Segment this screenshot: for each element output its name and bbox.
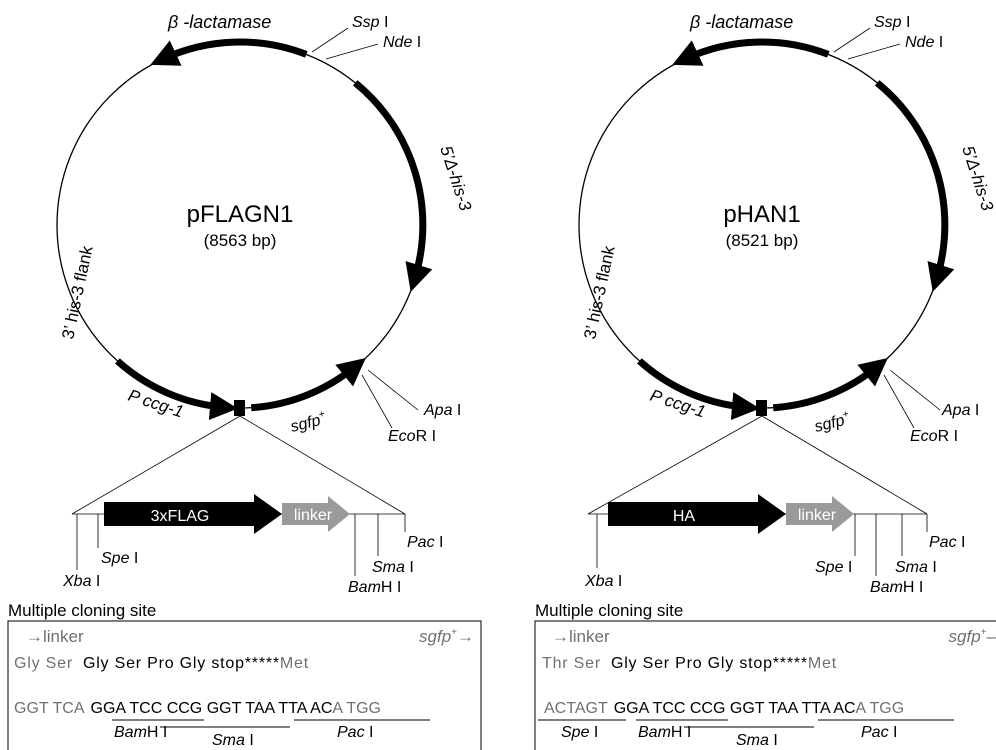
dna-sequence-row: GGT TCA GGA TCC CCG GGT TAA TTA ACA TGG xyxy=(14,700,381,717)
sgfp-label: sgfp+ xyxy=(812,409,852,436)
beta-lactamase-label: β -lactamase xyxy=(167,12,271,32)
plasmid-map-phan1: β -lactamase Ssp I Nde I 5’Δ-his-3 3’ hi… xyxy=(534,12,996,750)
mcs-pac-label: Pac I xyxy=(861,724,897,741)
xba-label: Xba I xyxy=(62,573,100,590)
plasmid-size: (8521 bp) xyxy=(726,231,799,250)
zoom-line-right xyxy=(239,415,406,515)
mcs-pac-label: Pac I xyxy=(337,724,373,741)
beta-lactamase-label: β -lactamase xyxy=(689,12,793,32)
ecori-label: EcoR I xyxy=(388,428,436,445)
mcs-linker-label: →linker xyxy=(26,627,84,646)
ecori-site-line xyxy=(361,374,393,429)
sma-label: Sma I xyxy=(372,559,414,576)
amino-acid-row: Thr Ser Gly Ser Pro Gly stop*****Met xyxy=(542,655,837,672)
amino-acid-row: Gly Ser Gly Ser Pro Gly stop*****Met xyxy=(14,655,309,672)
linker-arrow xyxy=(282,496,350,532)
ssp-label: Ssp I xyxy=(874,14,910,31)
plasmid-name: pFLAGN1 xyxy=(187,201,294,228)
mcs-box xyxy=(534,620,996,750)
nde-label: Nde I xyxy=(905,34,943,51)
tag-insert-box xyxy=(756,400,767,416)
ssp-site-line xyxy=(833,27,871,53)
zoom-line-left xyxy=(71,415,241,515)
apa-site-line xyxy=(367,369,419,411)
his3-3-flank-label: 3’ his-3 flank xyxy=(580,244,618,341)
linker-label: linker xyxy=(294,507,333,524)
ecori-site-line xyxy=(883,374,915,429)
spe-label: Spe I xyxy=(101,550,138,567)
nde-site-line xyxy=(847,43,901,60)
pccg1-promoter-arrow xyxy=(637,358,760,421)
dna-sequence-row: ACTAGT GGA TCC CCG GGT TAA TTA ACA TGG xyxy=(544,700,904,717)
xba-label: Xba I xyxy=(584,573,622,590)
ssp-site-line xyxy=(311,27,349,53)
his3-5-arrow xyxy=(352,80,433,292)
his3-5-label: 5’Δ-his-3 xyxy=(958,143,996,213)
spe-label: Spe I xyxy=(815,559,852,576)
sma-label: Sma I xyxy=(895,559,937,576)
apa-label: Apa I xyxy=(941,402,979,419)
mcs-title: Multiple cloning site xyxy=(8,601,156,620)
pccg1-promoter-arrow xyxy=(115,358,238,421)
his3-3-flank-label: 3’ his-3 flank xyxy=(58,244,96,341)
beta-lactamase-arrow xyxy=(672,38,830,66)
tag-insert-box xyxy=(234,400,245,416)
bamhi-label: BamH I xyxy=(870,579,923,596)
pac-label: Pac I xyxy=(407,534,443,551)
mcs-linker-label: →linker xyxy=(552,627,610,646)
sgfp-label: sgfp+ xyxy=(288,409,328,436)
plasmid-size: (8563 bp) xyxy=(204,231,277,250)
mcs-sgfp-label: sgfp+– xyxy=(949,627,996,646)
zoom-line-right xyxy=(761,415,928,515)
mcs-spe-label: Spe I xyxy=(561,724,598,741)
ecori-label: EcoR I xyxy=(910,428,958,445)
nde-site-line xyxy=(325,43,379,60)
linker-arrow xyxy=(786,496,854,532)
pac-label: Pac I xyxy=(929,534,965,551)
sgfp-arrow xyxy=(250,357,366,412)
zoom-line-left xyxy=(587,415,763,515)
nde-label: Nde I xyxy=(383,34,421,51)
bamhi-label: BamH I xyxy=(348,579,401,596)
mcs-box xyxy=(7,620,482,750)
apa-label: Apa I xyxy=(423,402,461,419)
apa-site-line xyxy=(889,369,941,411)
ssp-label: Ssp I xyxy=(352,14,388,31)
mcs-sgfp-label: sgfp+→ xyxy=(419,627,474,646)
sgfp-arrow xyxy=(772,357,888,412)
tag-arrow xyxy=(104,494,282,534)
tag-label: HA xyxy=(673,508,696,525)
mcs-title: Multiple cloning site xyxy=(535,601,683,620)
mcs-sma-label: Sma I xyxy=(736,732,778,749)
plasmid-map-pflagn1: β -lactamase Ssp I Nde I 5’Δ-his-3 3’ hi… xyxy=(7,12,482,750)
mcs-bamhi-label: BamH I xyxy=(638,724,691,741)
mcs-bamhi-label: BamH I xyxy=(114,724,167,741)
plasmid-name: pHAN1 xyxy=(723,201,800,228)
his3-5-arrow xyxy=(874,80,955,292)
linker-label: linker xyxy=(798,507,837,524)
tag-arrow xyxy=(608,494,786,534)
tag-label: 3xFLAG xyxy=(151,508,210,525)
his3-5-label: 5’Δ-his-3 xyxy=(436,143,475,213)
beta-lactamase-arrow xyxy=(150,38,308,66)
mcs-sma-label: Sma I xyxy=(212,732,254,749)
